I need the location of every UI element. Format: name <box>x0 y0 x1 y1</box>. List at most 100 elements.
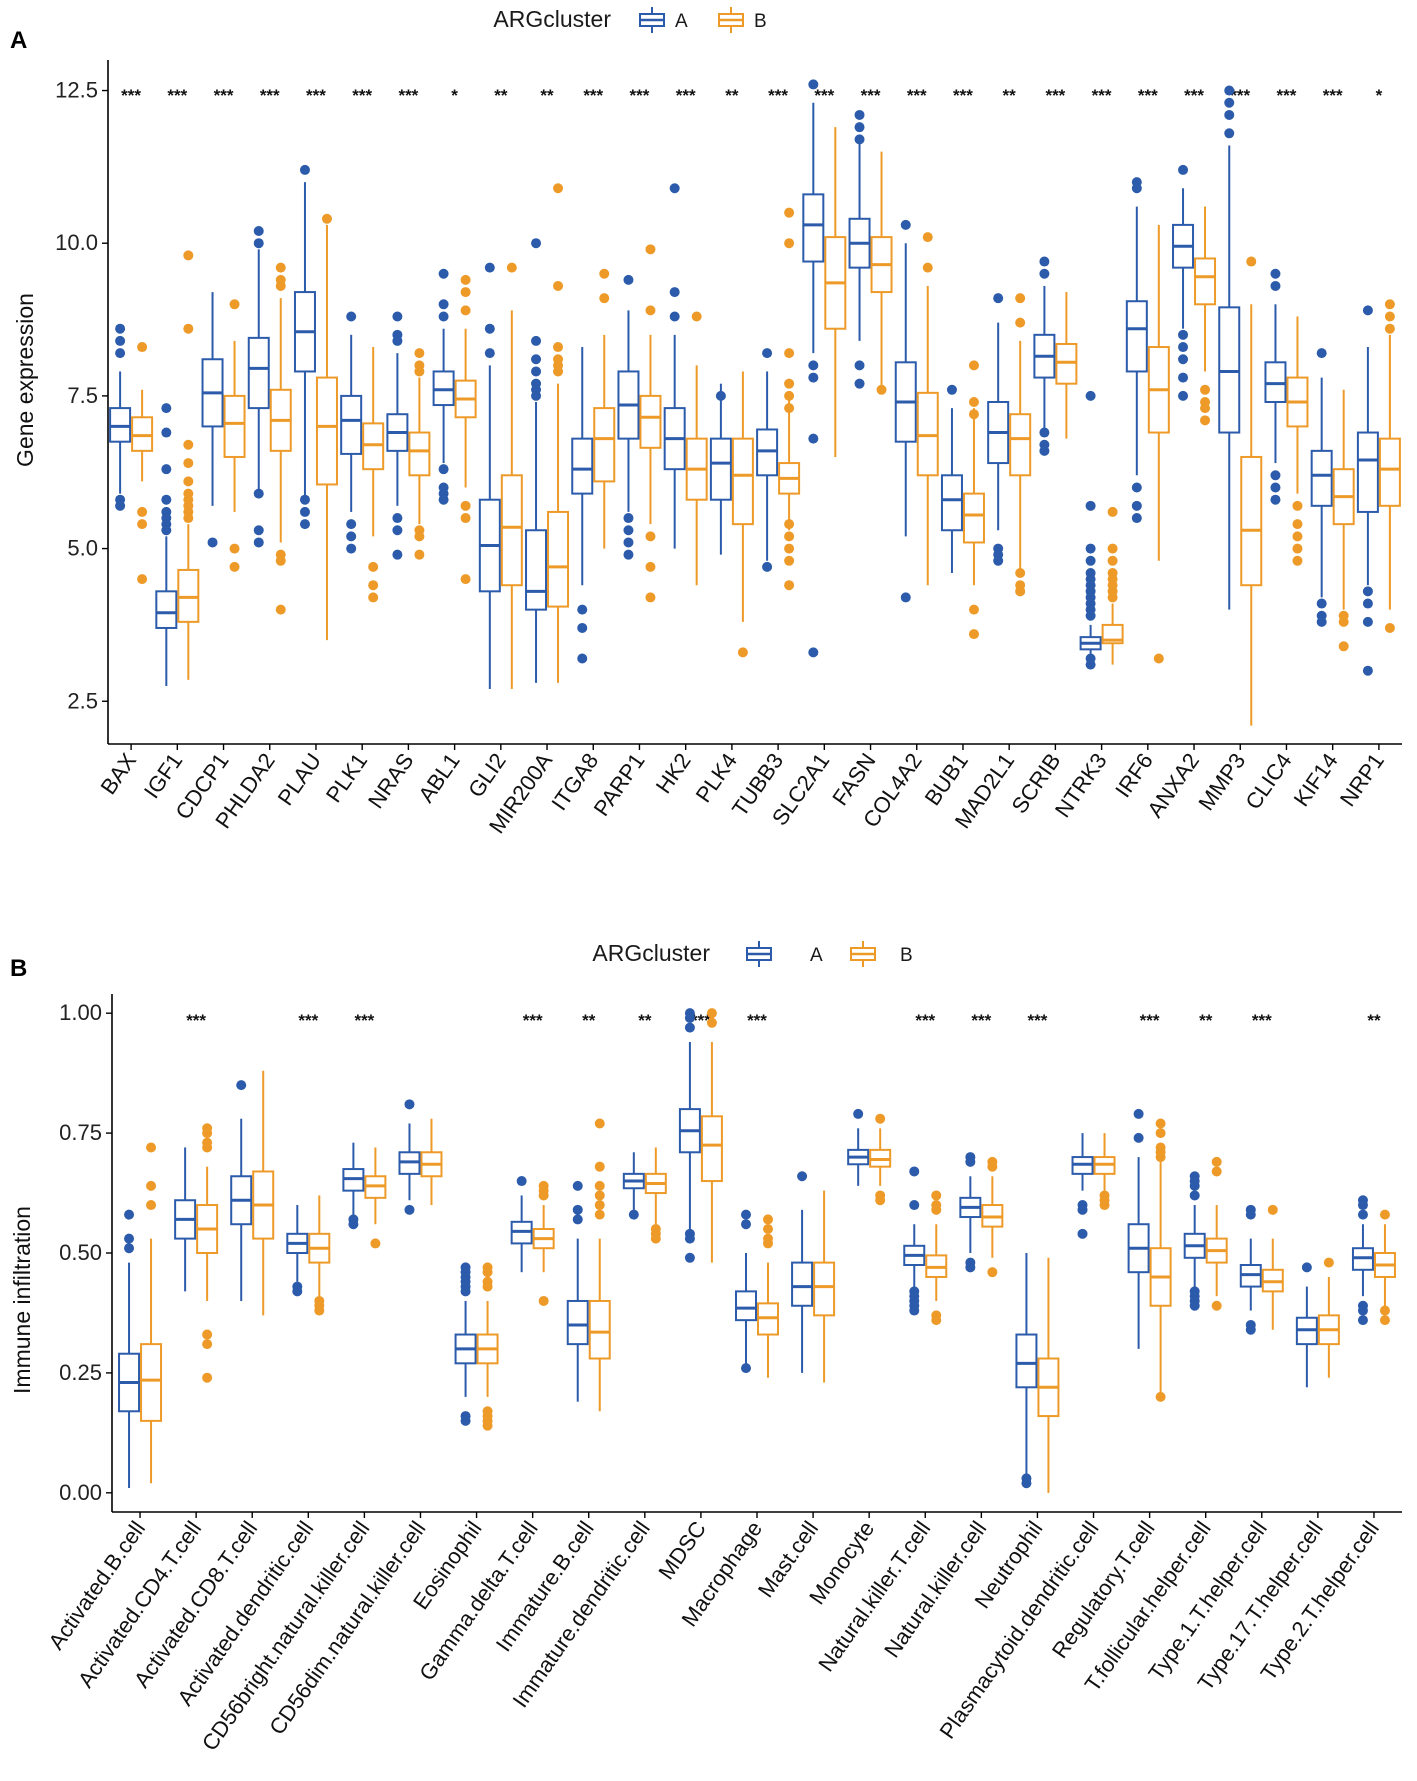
panel-a-outlier-point <box>1338 616 1349 627</box>
panel-a-significance-label: *** <box>676 86 696 105</box>
panel-b-legend-title: ARGcluster <box>592 940 710 966</box>
panel-a-x-tick-label: ABL1 <box>413 749 464 807</box>
panel-a-outlier-point <box>137 574 148 585</box>
panel-b-outlier-point <box>684 1012 695 1023</box>
panel-a: A ARGcluster A B Gene expression 2.5 5.0 7… <box>10 6 1402 838</box>
panel-a-box-a <box>1125 177 1148 524</box>
panel-a-outlier-point <box>968 397 979 407</box>
panel-a-box-b <box>1378 299 1401 633</box>
panel-b-outlier-point <box>1323 1257 1334 1268</box>
panel-a-outlier-point <box>968 629 979 640</box>
panel-b-letter: B <box>10 955 27 982</box>
panel-b-box-a <box>1295 1262 1318 1388</box>
panel-b-outlier-point <box>987 1161 998 1172</box>
panel-a-outlier-point <box>438 311 449 322</box>
panel-b-outlier-point <box>628 1209 639 1220</box>
panel-a-outlier-point <box>784 390 795 401</box>
panel-a-outlier-point <box>1178 390 1189 401</box>
panel-a-box-b <box>408 348 431 560</box>
panel-a-outlier-point <box>784 519 795 530</box>
panel-a-outlier-point <box>553 183 564 194</box>
panel-b-legend-key-a-swatch <box>746 941 772 967</box>
panel-a-outlier-point <box>460 574 471 585</box>
panel-a-outlier-point <box>275 604 286 615</box>
panel-b-outlier-point <box>1211 1300 1222 1311</box>
panel-a-outlier-point <box>299 519 310 530</box>
panel-a-outlier-point <box>1107 506 1118 517</box>
panel-a-outlier-point <box>346 519 357 530</box>
panel-a-outlier-point <box>253 488 264 499</box>
panel-b-significance-label: ** <box>1199 1011 1213 1030</box>
panel-a-outlier-point <box>1085 555 1096 566</box>
panel-a-box-body <box>709 437 732 501</box>
panel-a-box-body <box>1194 257 1217 306</box>
panel-a-y-axis-title: Gene expression <box>12 293 38 467</box>
panel-b-box-a <box>791 1171 814 1373</box>
panel-b-box-a <box>1015 1253 1038 1489</box>
panel-a-box-a <box>201 292 224 548</box>
panel-a-outlier-point <box>645 531 656 542</box>
panel-a-outlier-point <box>1338 641 1349 652</box>
panel-b-significance-label: *** <box>691 1011 711 1030</box>
panel-a-box-body <box>340 394 363 455</box>
panel-a-outlier-point <box>669 183 680 194</box>
panel-a-outlier-point <box>1384 311 1395 322</box>
panel-a-outlier-point <box>531 354 542 365</box>
panel-b-outlier-point <box>538 1295 549 1306</box>
panel-b-x-tick-label: MDSC <box>653 1516 711 1583</box>
panel-a-outlier-point <box>253 226 264 236</box>
panel-a-outlier-point <box>854 360 865 371</box>
panel-a-outlier-point <box>1292 519 1303 530</box>
panel-a-box-a <box>247 226 270 548</box>
panel-a-outlier-point <box>460 305 471 316</box>
panel-b-box-b <box>532 1180 555 1306</box>
panel-a-outlier-point <box>645 561 656 572</box>
panel-a-box-b <box>1101 506 1124 665</box>
panel-b-plot-area: 0.000.250.500.751.00Activated.B.cellActi… <box>43 994 1402 1755</box>
panel-b-outlier-point <box>1267 1204 1278 1215</box>
panel-a-x-tick-label: BAX <box>95 748 141 799</box>
panel-a-significance-label: *** <box>352 86 372 105</box>
panel-b-outlier-point <box>987 1267 998 1278</box>
panel-a-outlier-point <box>368 561 379 572</box>
panel-b-outlier-point <box>482 1267 493 1278</box>
panel-b-outlier-point <box>965 1262 976 1273</box>
panel-b-outlier-point <box>763 1238 773 1249</box>
panel-b-box-body <box>566 1299 589 1346</box>
panel-a-outlier-point <box>460 274 471 285</box>
panel-b-y-tick-label: 0.25 <box>59 1360 102 1385</box>
panel-b-significance-label: *** <box>971 1011 991 1030</box>
panel-b-box-a <box>454 1262 477 1426</box>
panel-a-outlier-point <box>414 531 425 542</box>
panel-a-outlier-point <box>346 543 357 554</box>
panel-b-outlier-point <box>594 1200 605 1211</box>
panel-b-outlier-point <box>1357 1315 1368 1326</box>
panel-a-box-body <box>1101 623 1124 645</box>
panel-a-box-body <box>1218 306 1241 434</box>
panel-a-box-body <box>109 407 132 443</box>
panel-a-significance-label: * <box>1376 86 1383 105</box>
panel-a-outlier-point <box>346 531 357 542</box>
panel-b-outlier-point <box>763 1224 773 1235</box>
panel-a-outlier-point <box>1178 329 1189 340</box>
panel-b-outlier-point <box>1155 1118 1166 1129</box>
panel-a-outlier-point <box>1015 568 1026 578</box>
panel-a-box-b <box>315 213 338 641</box>
panel-a-outlier-point <box>1270 470 1281 481</box>
panel-b-outlier-point <box>1245 1324 1256 1335</box>
panel-a-box-b <box>1147 224 1170 664</box>
panel-b-outlier-point <box>202 1142 213 1153</box>
panel-a-outlier-point <box>784 378 795 389</box>
panel-b-outlier-point <box>1077 1228 1088 1239</box>
panel-a-outlier-point <box>784 555 795 566</box>
panel-b-y-tick-label: 0.00 <box>59 1480 102 1505</box>
panel-a-legend-key-a-swatch <box>639 7 665 33</box>
panel-b-outlier-point <box>594 1180 605 1191</box>
panel-b-outlier-point <box>965 1156 976 1167</box>
panel-a-significance-label: *** <box>398 86 418 105</box>
panel-a-outlier-point <box>946 384 957 395</box>
panel-a-box-body <box>1055 342 1078 385</box>
panel-a-outlier-point <box>1015 293 1026 304</box>
panel-a-outlier-point <box>669 287 680 298</box>
